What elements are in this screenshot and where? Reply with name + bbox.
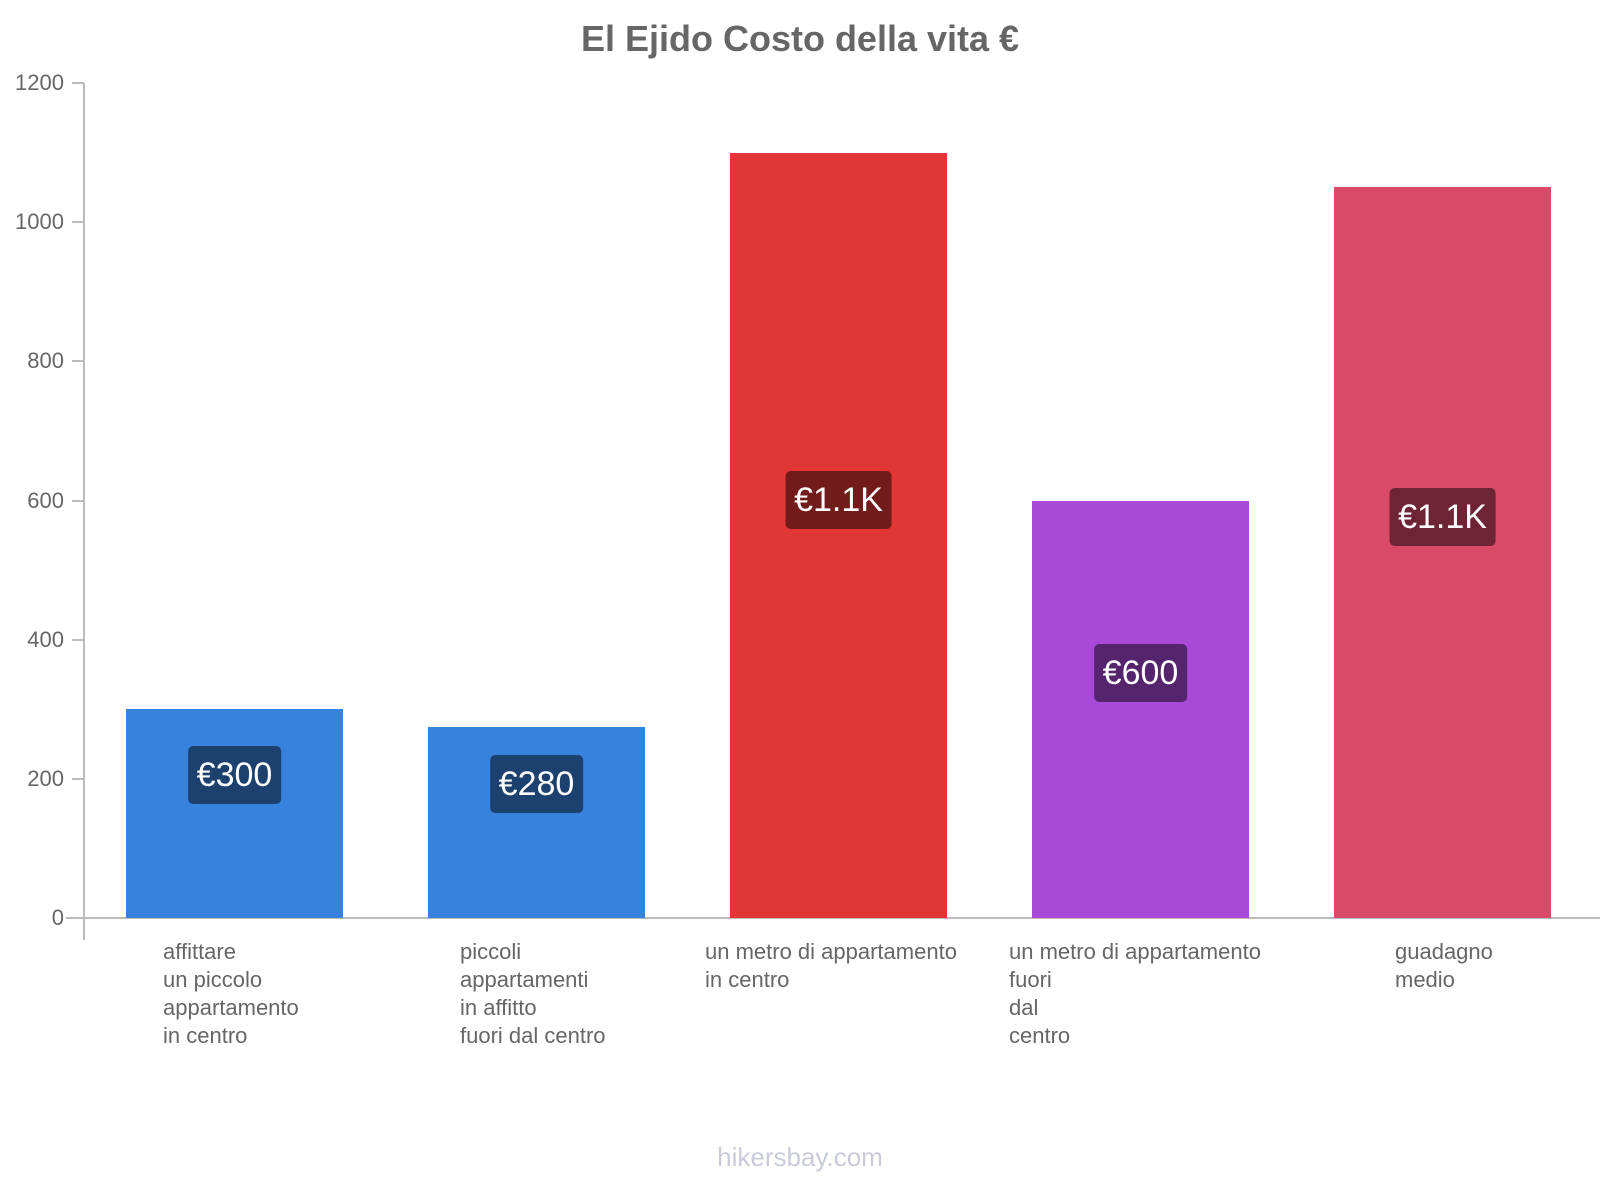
watermark-footer: hikersbay.com [717, 1142, 883, 1172]
x-category-label: piccoli appartamenti in affitto fuori da… [460, 939, 606, 1048]
x-category-label: un metro di appartamento fuori dal centr… [1009, 939, 1261, 1048]
chart-title: El Ejido Costo della vita € [580, 18, 1020, 59]
bar-value-label: €600 [1093, 644, 1188, 702]
y-tick-label: 0 [51, 905, 64, 930]
y-tick-label: 400 [27, 626, 64, 652]
y-axis-line [83, 83, 85, 940]
x-category-label: affittare un piccolo appartamento in cen… [163, 939, 299, 1048]
bar-value-label: €280 [489, 755, 584, 813]
x-category-label: guadagno medio [1395, 939, 1493, 992]
y-tick-mark [72, 82, 84, 84]
y-tick-label: 800 [27, 348, 64, 374]
y-tick-mark [72, 499, 84, 502]
y-tick-mark [72, 638, 84, 641]
x-axis-line [66, 917, 1600, 919]
bar-value-label: €1.1K [785, 471, 892, 529]
y-tick-mark [72, 917, 84, 919]
bar-value-label: €300 [187, 746, 282, 804]
y-tick-label: 1200 [15, 70, 64, 95]
bar-value-label: €1.1K [1389, 488, 1496, 546]
y-tick-mark [72, 221, 84, 224]
bar[interactable] [1032, 500, 1249, 918]
x-category-label: un metro di appartamento in centro [705, 939, 957, 992]
y-tick-mark [72, 777, 84, 780]
bar[interactable] [1334, 187, 1551, 918]
y-tick-label: 200 [27, 765, 64, 791]
y-tick-label: 1000 [15, 209, 64, 235]
y-tick-mark [72, 360, 84, 363]
bar[interactable] [126, 709, 343, 918]
bar[interactable] [730, 152, 947, 918]
y-tick-label: 600 [27, 487, 64, 513]
